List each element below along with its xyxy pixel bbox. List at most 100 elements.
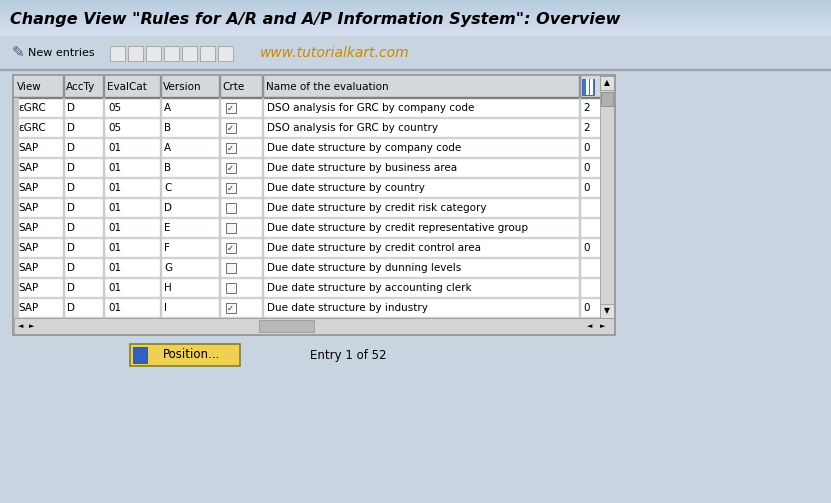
Bar: [62, 258, 64, 278]
Bar: [62, 98, 64, 118]
Bar: [0, 10, 831, 11]
Bar: [0, 23, 831, 24]
Bar: [146, 45, 161, 60]
Bar: [14, 258, 600, 278]
Text: SAP: SAP: [18, 303, 38, 313]
Bar: [0, 5, 831, 6]
Bar: [104, 218, 105, 238]
Text: 05: 05: [108, 103, 121, 113]
Bar: [225, 303, 235, 313]
Text: Change View "Rules for A/R and A/P Information System": Overview: Change View "Rules for A/R and A/P Infor…: [10, 12, 621, 27]
Text: SAP: SAP: [18, 143, 38, 153]
Text: Name of the evaluation: Name of the evaluation: [266, 82, 388, 92]
Bar: [0, 19, 831, 20]
Text: 01: 01: [108, 303, 121, 313]
Text: EvalCat: EvalCat: [107, 82, 147, 92]
Text: ▼: ▼: [604, 306, 610, 315]
Text: D: D: [67, 283, 75, 293]
Bar: [262, 238, 263, 258]
Bar: [0, 35, 831, 36]
Bar: [0, 13, 831, 14]
Bar: [62, 158, 64, 178]
Text: 2: 2: [583, 103, 590, 113]
Bar: [0, 27, 831, 28]
Text: ✓: ✓: [227, 104, 234, 113]
Text: Position...: Position...: [162, 349, 219, 362]
Bar: [14, 118, 19, 138]
Bar: [62, 278, 64, 298]
Text: Due date structure by dunning levels: Due date structure by dunning levels: [267, 263, 460, 273]
Bar: [589, 79, 593, 95]
Bar: [62, 76, 64, 98]
Bar: [219, 178, 220, 198]
Bar: [0, 12, 831, 13]
Bar: [0, 33, 831, 34]
Text: ◄: ◄: [18, 323, 24, 329]
Bar: [62, 238, 64, 258]
Bar: [259, 320, 314, 332]
Bar: [0, 4, 831, 5]
Bar: [104, 258, 105, 278]
Bar: [579, 178, 580, 198]
Bar: [262, 138, 263, 158]
Bar: [579, 98, 580, 118]
Text: G: G: [165, 263, 172, 273]
Bar: [0, 14, 831, 15]
Text: 01: 01: [108, 163, 121, 173]
Bar: [14, 98, 19, 118]
Text: D: D: [67, 223, 75, 233]
Text: D: D: [67, 163, 75, 173]
Bar: [14, 118, 600, 138]
Bar: [133, 347, 147, 363]
Text: D: D: [67, 143, 75, 153]
Bar: [219, 98, 220, 118]
Bar: [0, 29, 831, 30]
Bar: [262, 158, 263, 178]
Bar: [14, 198, 19, 218]
Text: 0: 0: [583, 143, 590, 153]
Text: F: F: [165, 243, 170, 253]
Bar: [14, 138, 19, 158]
Bar: [0, 0, 831, 1]
Bar: [62, 298, 64, 318]
Bar: [218, 45, 233, 60]
Bar: [164, 45, 179, 60]
Bar: [130, 344, 240, 366]
Text: ✓: ✓: [227, 243, 234, 253]
Bar: [0, 32, 831, 33]
Bar: [579, 238, 580, 258]
Bar: [579, 278, 580, 298]
Bar: [14, 318, 614, 334]
Bar: [0, 7, 831, 8]
Bar: [128, 45, 143, 60]
Bar: [104, 278, 105, 298]
Text: 0: 0: [583, 163, 590, 173]
Text: www.tutorialkart.com: www.tutorialkart.com: [260, 46, 410, 60]
Bar: [13, 75, 615, 335]
Text: 01: 01: [108, 243, 121, 253]
Text: C: C: [165, 183, 172, 193]
Bar: [586, 79, 588, 95]
Text: Due date structure by country: Due date structure by country: [267, 183, 425, 193]
Bar: [219, 238, 220, 258]
Bar: [0, 6, 831, 7]
Bar: [225, 143, 235, 153]
Bar: [62, 198, 64, 218]
Bar: [262, 298, 263, 318]
Bar: [0, 20, 831, 21]
Text: ✓: ✓: [227, 143, 234, 152]
Bar: [579, 76, 580, 98]
Bar: [0, 26, 831, 27]
Bar: [262, 278, 263, 298]
Bar: [225, 123, 235, 133]
Bar: [104, 158, 105, 178]
Bar: [262, 76, 263, 98]
Text: ◄: ◄: [588, 323, 593, 329]
Text: I: I: [165, 303, 167, 313]
Bar: [0, 24, 831, 25]
Bar: [219, 76, 220, 98]
Bar: [579, 138, 580, 158]
Bar: [0, 30, 831, 31]
Bar: [104, 138, 105, 158]
Text: Crte: Crte: [223, 82, 245, 92]
